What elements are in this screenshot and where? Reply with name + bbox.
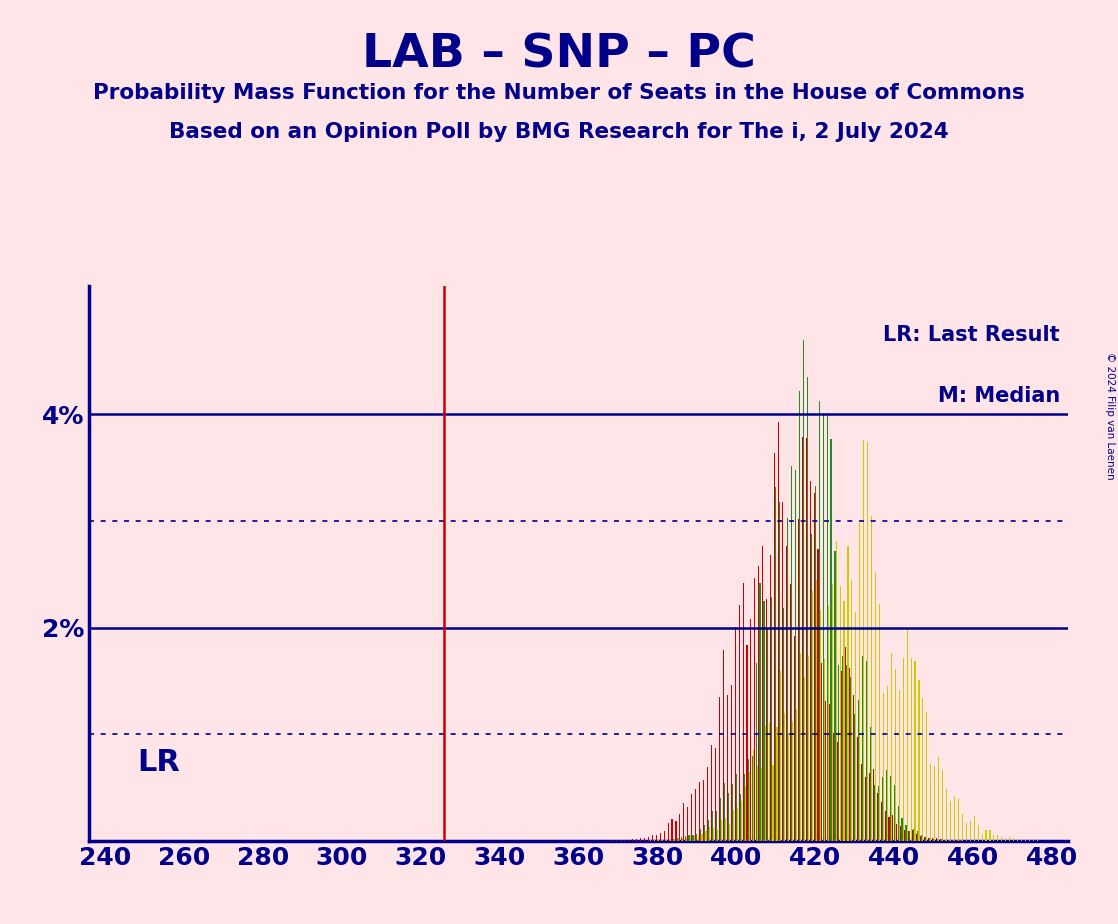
Text: M: Median: M: Median (938, 386, 1060, 407)
Text: Probability Mass Function for the Number of Seats in the House of Commons: Probability Mass Function for the Number… (93, 83, 1025, 103)
Text: LR: Last Result: LR: Last Result (883, 325, 1060, 346)
Text: LAB – SNP – PC: LAB – SNP – PC (362, 32, 756, 78)
Text: © 2024 Filip van Laenen: © 2024 Filip van Laenen (1106, 352, 1115, 480)
Text: LR: LR (136, 748, 180, 777)
Text: Based on an Opinion Poll by BMG Research for The i, 2 July 2024: Based on an Opinion Poll by BMG Research… (169, 122, 949, 142)
